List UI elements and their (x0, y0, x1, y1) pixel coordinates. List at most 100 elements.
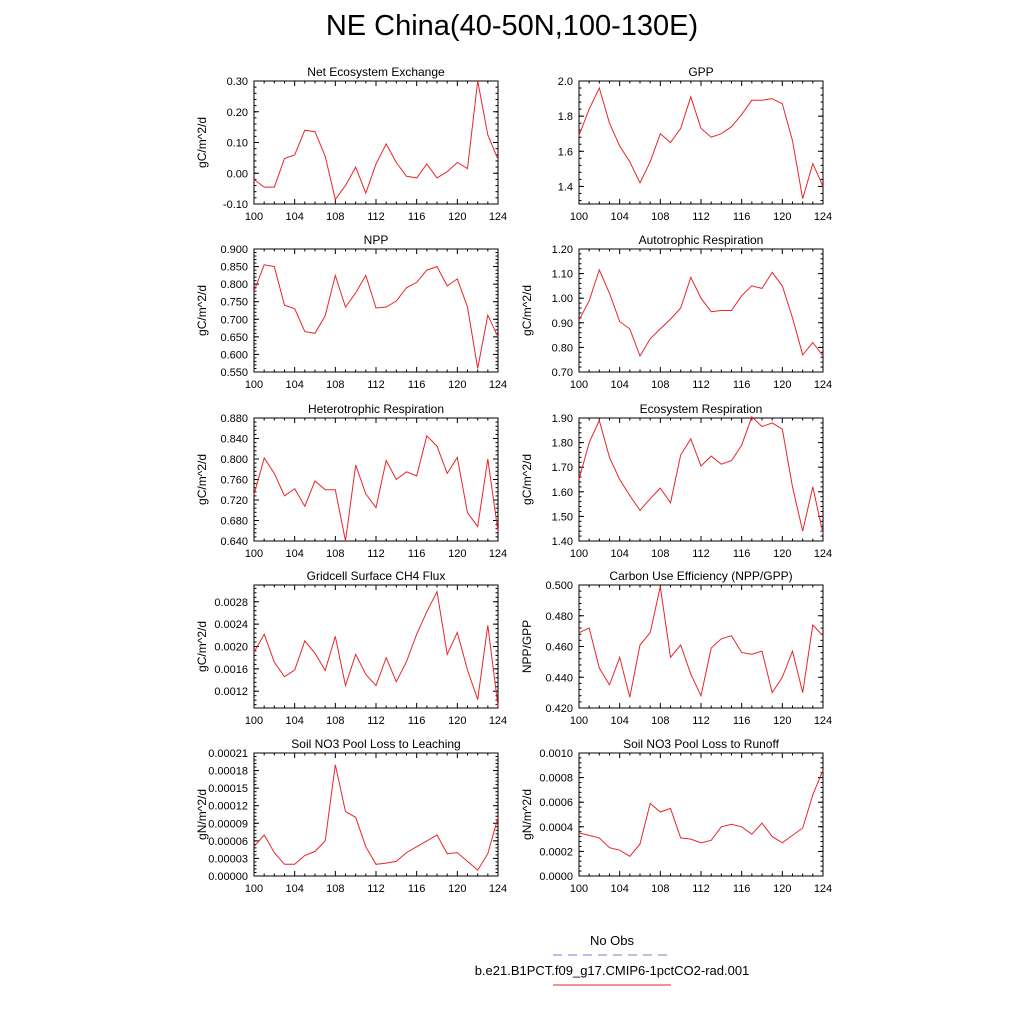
x-tick-label: 104 (610, 883, 628, 895)
y-tick-label: 0.0010 (539, 748, 573, 760)
x-tick-label: 120 (448, 548, 466, 560)
x-tick-label: 120 (773, 883, 791, 895)
x-tick-label: 104 (285, 715, 303, 727)
y-tick-label: 0.800 (220, 279, 248, 291)
x-tick-label: 124 (814, 379, 832, 391)
legend-model-label: b.e21.B1PCT.f09_g17.CMIP6-1pctCO2-rad.00… (474, 963, 750, 978)
y-tick-label: 0.80 (552, 342, 573, 354)
x-tick-label: 116 (733, 211, 751, 223)
x-tick-label: 100 (245, 883, 263, 895)
y-tick-label: 0.550 (220, 367, 248, 379)
y-tick-label: 0.70 (552, 367, 573, 379)
x-tick-label: 108 (651, 715, 669, 727)
y-axis-label: gC/m^2/d (520, 285, 534, 336)
x-tick-label: 100 (245, 715, 263, 727)
x-tick-label: 112 (367, 548, 385, 560)
y-tick-label: 1.80 (552, 438, 573, 450)
y-tick-label: 0.0024 (214, 619, 248, 631)
y-tick-label: 0.00012 (208, 801, 248, 813)
y-tick-label: 0.440 (545, 672, 573, 684)
x-tick-label: 104 (285, 379, 303, 391)
x-tick-label: 112 (692, 883, 710, 895)
x-tick-label: 120 (448, 715, 466, 727)
x-tick-label: 116 (408, 379, 426, 391)
y-tick-label: 0.00 (227, 168, 248, 180)
y-tick-label: 0.900 (220, 244, 248, 256)
y-tick-label: 0.0016 (214, 664, 248, 676)
plot-frame (578, 417, 824, 542)
y-tick-label: 0.0012 (214, 686, 248, 698)
x-tick-label: 100 (245, 548, 263, 560)
x-tick-label: 124 (489, 715, 507, 727)
x-tick-label: 100 (245, 379, 263, 391)
x-tick-label: 124 (489, 548, 507, 560)
y-tick-label: 0.00021 (208, 748, 248, 760)
chart-title: Ecosystem Respiration (640, 402, 763, 416)
x-tick-label: 108 (326, 211, 344, 223)
y-tick-label: 1.50 (552, 511, 573, 523)
figure-title: NE China(40-50N,100-130E) (325, 10, 699, 42)
y-tick-label: 0.700 (220, 314, 248, 326)
x-tick-label: 116 (733, 548, 751, 560)
y-tick-label: -0.10 (223, 199, 248, 211)
plot-frame (578, 752, 824, 877)
x-tick-label: 124 (489, 883, 507, 895)
x-tick-label: 124 (814, 715, 832, 727)
x-tick-label: 112 (367, 211, 385, 223)
y-tick-label: 1.00 (552, 293, 573, 305)
y-axis-label: gC/m^2/d (195, 621, 209, 672)
x-tick-label: 120 (773, 548, 791, 560)
x-tick-label: 104 (610, 715, 628, 727)
x-tick-label: 108 (326, 883, 344, 895)
plot-frame (253, 248, 499, 373)
x-tick-label: 100 (570, 548, 588, 560)
y-tick-label: 0.00009 (208, 818, 248, 830)
x-tick-label: 104 (610, 379, 628, 391)
y-tick-label: 0.420 (545, 703, 573, 715)
y-tick-label: 0.800 (220, 454, 248, 466)
x-tick-label: 104 (285, 548, 303, 560)
y-tick-label: 0.0028 (214, 597, 248, 609)
x-tick-label: 120 (773, 379, 791, 391)
x-tick-label: 124 (814, 548, 832, 560)
x-tick-label: 108 (651, 548, 669, 560)
x-tick-label: 104 (610, 211, 628, 223)
y-axis-label: gC/m^2/d (195, 454, 209, 505)
x-tick-label: 100 (570, 715, 588, 727)
y-tick-label: 0.0020 (214, 642, 248, 654)
y-tick-label: 0.720 (220, 495, 248, 507)
x-tick-label: 112 (692, 548, 710, 560)
y-tick-label: 0.00018 (208, 766, 248, 778)
y-tick-label: 0.640 (220, 536, 248, 548)
y-tick-label: 1.60 (552, 487, 573, 499)
legend-obs-label: No Obs (589, 933, 635, 948)
y-tick-label: 0.750 (220, 297, 248, 309)
chart-title: Net Ecosystem Exchange (307, 65, 445, 79)
chart-title: Autotrophic Respiration (639, 233, 764, 247)
chart-title: NPP (364, 233, 389, 247)
x-tick-label: 108 (326, 548, 344, 560)
x-tick-label: 116 (408, 548, 426, 560)
y-tick-label: 0.650 (220, 332, 248, 344)
x-tick-label: 108 (651, 379, 669, 391)
series-line (253, 590, 499, 707)
series-line (253, 264, 499, 369)
x-tick-label: 120 (448, 211, 466, 223)
y-tick-label: 0.460 (545, 642, 573, 654)
x-tick-label: 116 (408, 715, 426, 727)
x-tick-label: 112 (367, 715, 385, 727)
y-tick-label: 0.600 (220, 349, 248, 361)
y-tick-label: 0.00003 (208, 853, 248, 865)
y-tick-label: 0.500 (545, 580, 573, 592)
x-tick-label: 108 (326, 715, 344, 727)
y-tick-label: 0.680 (220, 516, 248, 528)
x-tick-label: 100 (570, 883, 588, 895)
y-tick-label: 1.8 (558, 111, 573, 123)
series-line (253, 764, 499, 871)
plot-frame (578, 80, 824, 205)
y-tick-label: 0.00006 (208, 836, 248, 848)
x-tick-label: 124 (814, 211, 832, 223)
y-axis-label: gN/m^2/d (195, 789, 209, 840)
y-tick-label: 0.0002 (539, 846, 573, 858)
y-tick-label: 1.90 (552, 413, 573, 425)
